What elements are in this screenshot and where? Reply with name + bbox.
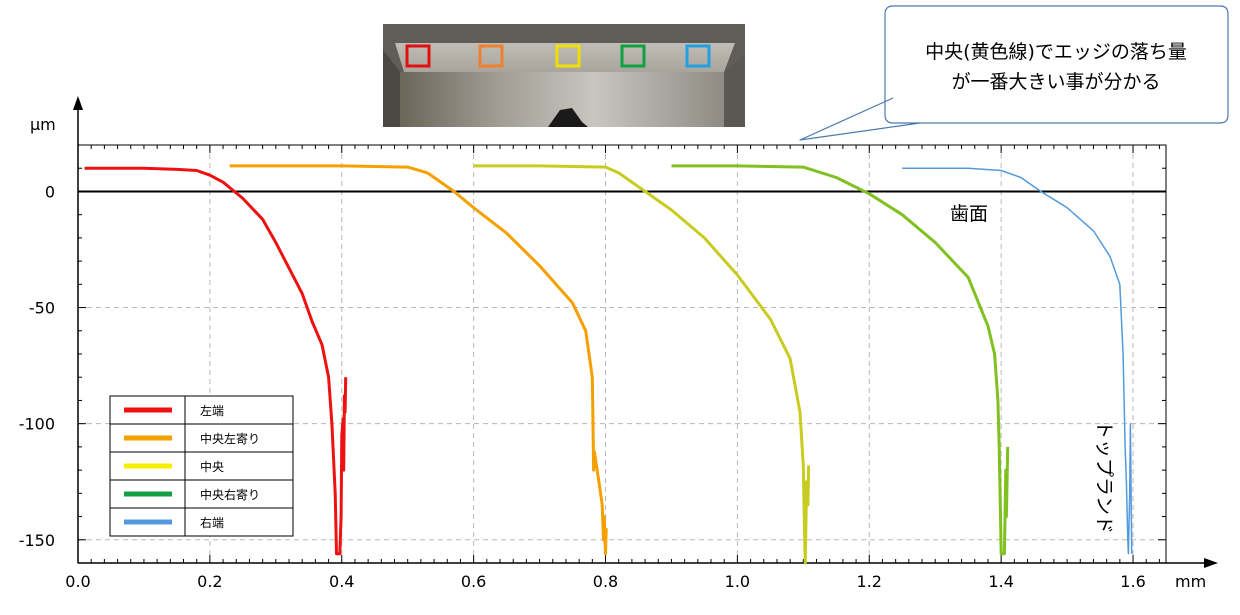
y-unit-label: μm bbox=[30, 115, 56, 134]
photo-marker-1 bbox=[405, 44, 431, 68]
photo-marker-4 bbox=[620, 44, 646, 68]
y-tick-label: -100 bbox=[19, 415, 55, 434]
series-line-4 bbox=[671, 164, 1010, 556]
series-line-1 bbox=[84, 166, 348, 556]
photo-markers bbox=[405, 44, 711, 68]
series-line-2 bbox=[229, 164, 608, 556]
callout-bubble bbox=[799, 5, 1229, 141]
callout: 中央(黄色線)でエッジの落ち量 が一番大きい事が分かる bbox=[799, 5, 1229, 141]
y-tick-label: -150 bbox=[19, 531, 55, 550]
x-tick-label: 1.6 bbox=[1120, 572, 1145, 591]
x-unit-label: mm bbox=[1175, 572, 1206, 591]
x-tick-label: 0.0 bbox=[65, 572, 90, 591]
series-layer bbox=[84, 164, 1133, 565]
x-tick-label: 0.6 bbox=[461, 572, 486, 591]
workpiece-photo bbox=[383, 24, 745, 127]
callout-line-1: 中央(黄色線)でエッジの落ち量 bbox=[925, 41, 1187, 63]
legend-label-2: 中央左寄り bbox=[200, 431, 260, 446]
top-land-label: トップランド bbox=[1093, 420, 1115, 534]
y-axis-arrow bbox=[73, 96, 83, 110]
axes: 0.0 0.2 0.4 0.6 0.8 1.0 1.2 1.4 1.6 0 -50 -100 -150 μ… bbox=[19, 96, 1218, 591]
grid bbox=[78, 145, 1166, 563]
photo-marker-5 bbox=[685, 44, 711, 68]
callout-line-2: が一番大きい事が分かる bbox=[951, 71, 1160, 93]
x-tick-label: 0.8 bbox=[593, 572, 618, 591]
y-tick-label: -50 bbox=[29, 299, 55, 318]
x-tick-label: 1.4 bbox=[988, 572, 1013, 591]
y-tick-label: 0 bbox=[45, 182, 55, 201]
x-tick-label: 1.0 bbox=[725, 572, 750, 591]
x-tick-label: 0.4 bbox=[329, 572, 354, 591]
legend-label-1: 左端 bbox=[200, 403, 224, 418]
photo-marker-3 bbox=[555, 44, 581, 68]
x-tick-label: 1.2 bbox=[857, 572, 882, 591]
legend-label-5: 右端 bbox=[200, 515, 224, 530]
tooth-face-label: 歯面 bbox=[950, 203, 988, 225]
photo-marker-2 bbox=[478, 44, 504, 68]
x-axis-arrow bbox=[1204, 558, 1218, 568]
legend-label-4: 中央右寄り bbox=[200, 487, 260, 502]
series-line-3 bbox=[473, 164, 811, 565]
x-tick-label: 0.2 bbox=[197, 572, 222, 591]
legend-label-3: 中央 bbox=[200, 459, 224, 474]
series-line-5 bbox=[902, 167, 1133, 555]
